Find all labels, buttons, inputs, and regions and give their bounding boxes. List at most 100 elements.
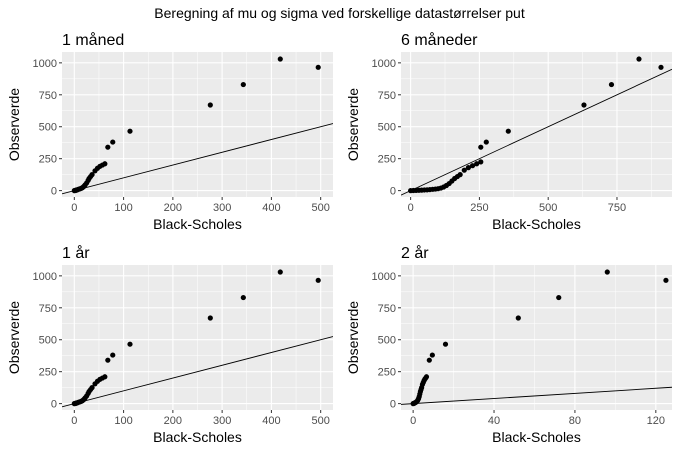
data-point — [556, 294, 562, 301]
minor-grid — [401, 265, 672, 410]
panel-4: 0 40 80 120 0 250 500 750 1000 2 år Black-Scholes O… — [345, 244, 672, 445]
x-tick-label: 300 — [213, 202, 231, 214]
y-tick-label: 500 — [39, 122, 57, 134]
data-point — [663, 277, 669, 283]
data-point — [636, 56, 642, 62]
x-tick-label: 750 — [608, 202, 626, 214]
panel-title: 1 år — [62, 244, 90, 262]
x-tick-label: 0 — [410, 415, 416, 427]
y-tick-label: 250 — [39, 367, 57, 379]
x-tick-label: 120 — [647, 415, 665, 427]
x-tick-label: 0 — [408, 202, 414, 214]
data-point — [240, 294, 246, 301]
y-axis-label: Observerde — [6, 301, 22, 374]
data-point — [515, 315, 521, 321]
data-point — [277, 269, 283, 275]
x-tick-label: 0 — [71, 202, 77, 214]
data-point — [474, 161, 480, 167]
data-point — [457, 172, 463, 178]
data-point — [110, 139, 116, 145]
y-tick-label: 250 — [378, 367, 396, 379]
data-point — [581, 102, 587, 108]
x-tick-label: 40 — [488, 415, 500, 427]
panel-title: 1 måned — [62, 31, 124, 49]
data-point — [315, 64, 321, 70]
y-tick-label: 750 — [378, 90, 396, 102]
y-axis-label: Observerde — [345, 88, 361, 161]
x-tick-label: 300 — [213, 415, 231, 427]
x-tick-label: 100 — [114, 202, 132, 214]
y-tick-label: 250 — [39, 154, 57, 166]
reference-line — [401, 386, 672, 405]
data-point — [442, 341, 449, 347]
y-axis-label: Observerde — [345, 301, 361, 374]
y-tick-label: 500 — [39, 335, 57, 347]
x-axis-label: Black-Scholes — [153, 429, 242, 445]
y-tick-label: 1000 — [33, 271, 57, 283]
x-tick-label: 200 — [164, 202, 182, 214]
x-tick-label: 400 — [262, 415, 280, 427]
x-tick-label: 200 — [164, 415, 182, 427]
data-point — [89, 385, 95, 391]
data-point — [105, 144, 111, 150]
x-tick-label: 250 — [470, 202, 488, 214]
y-tick-label: 0 — [51, 399, 57, 411]
data-point — [461, 167, 467, 173]
data-point — [505, 128, 511, 134]
reference-line — [62, 336, 333, 408]
y-tick-label: 0 — [390, 186, 396, 198]
data-point — [102, 161, 108, 167]
data-point — [277, 56, 283, 62]
panel-2: 0 250 500 750 0 250 500 750 1000 6 måneder Black-S… — [345, 31, 672, 232]
x-axis-label: Black-Scholes — [153, 216, 242, 232]
y-tick-label: 250 — [378, 154, 396, 166]
data-point — [426, 357, 432, 363]
data-point — [469, 163, 476, 169]
y-tick-label: 1000 — [33, 58, 57, 70]
data-point — [127, 341, 133, 347]
data-point — [483, 139, 489, 145]
data-point — [315, 277, 321, 283]
data-point — [207, 315, 213, 321]
reference-line — [62, 123, 333, 195]
data-point — [102, 374, 108, 380]
data-point — [604, 269, 610, 275]
y-tick-label: 750 — [39, 90, 57, 102]
panel-1: 0 100 200 300 400 500 0 250 500 750 1000 1 måned Bla… — [6, 31, 333, 232]
data-point — [465, 165, 472, 171]
y-tick-label: 1000 — [372, 271, 396, 283]
data-point — [608, 81, 615, 88]
panel-3: 0 100 200 300 400 500 0 250 500 750 1000 1 år Black-… — [6, 244, 333, 445]
x-tick-label: 500 — [312, 415, 330, 427]
y-tick-label: 0 — [51, 186, 57, 198]
minor-grid — [401, 52, 672, 197]
data-point — [110, 352, 116, 358]
data-point — [240, 81, 246, 88]
data-point — [478, 144, 484, 150]
x-tick-label: 80 — [569, 415, 581, 427]
x-axis-label: Black-Scholes — [492, 429, 581, 445]
minor-grid — [62, 265, 333, 410]
y-tick-label: 1000 — [372, 58, 396, 70]
panel-background — [401, 52, 672, 197]
y-tick-label: 500 — [378, 122, 396, 134]
minor-grid — [62, 52, 333, 197]
y-tick-label: 750 — [39, 303, 57, 315]
figure-title: Beregning af mu og sigma ved forskellige… — [154, 5, 525, 21]
data-point — [429, 352, 435, 358]
data-point — [207, 102, 213, 108]
data-point — [105, 357, 111, 363]
x-tick-label: 0 — [71, 415, 77, 427]
x-tick-label: 100 — [114, 415, 132, 427]
x-tick-label: 500 — [312, 202, 330, 214]
y-tick-label: 500 — [378, 335, 396, 347]
reference-line — [401, 68, 672, 196]
data-point — [658, 64, 664, 70]
x-tick-label: 400 — [262, 202, 280, 214]
x-tick-label: 500 — [539, 202, 557, 214]
panel-background — [401, 265, 672, 410]
panel-title: 6 måneder — [401, 31, 478, 49]
data-point — [89, 172, 95, 178]
data-point — [478, 159, 484, 165]
